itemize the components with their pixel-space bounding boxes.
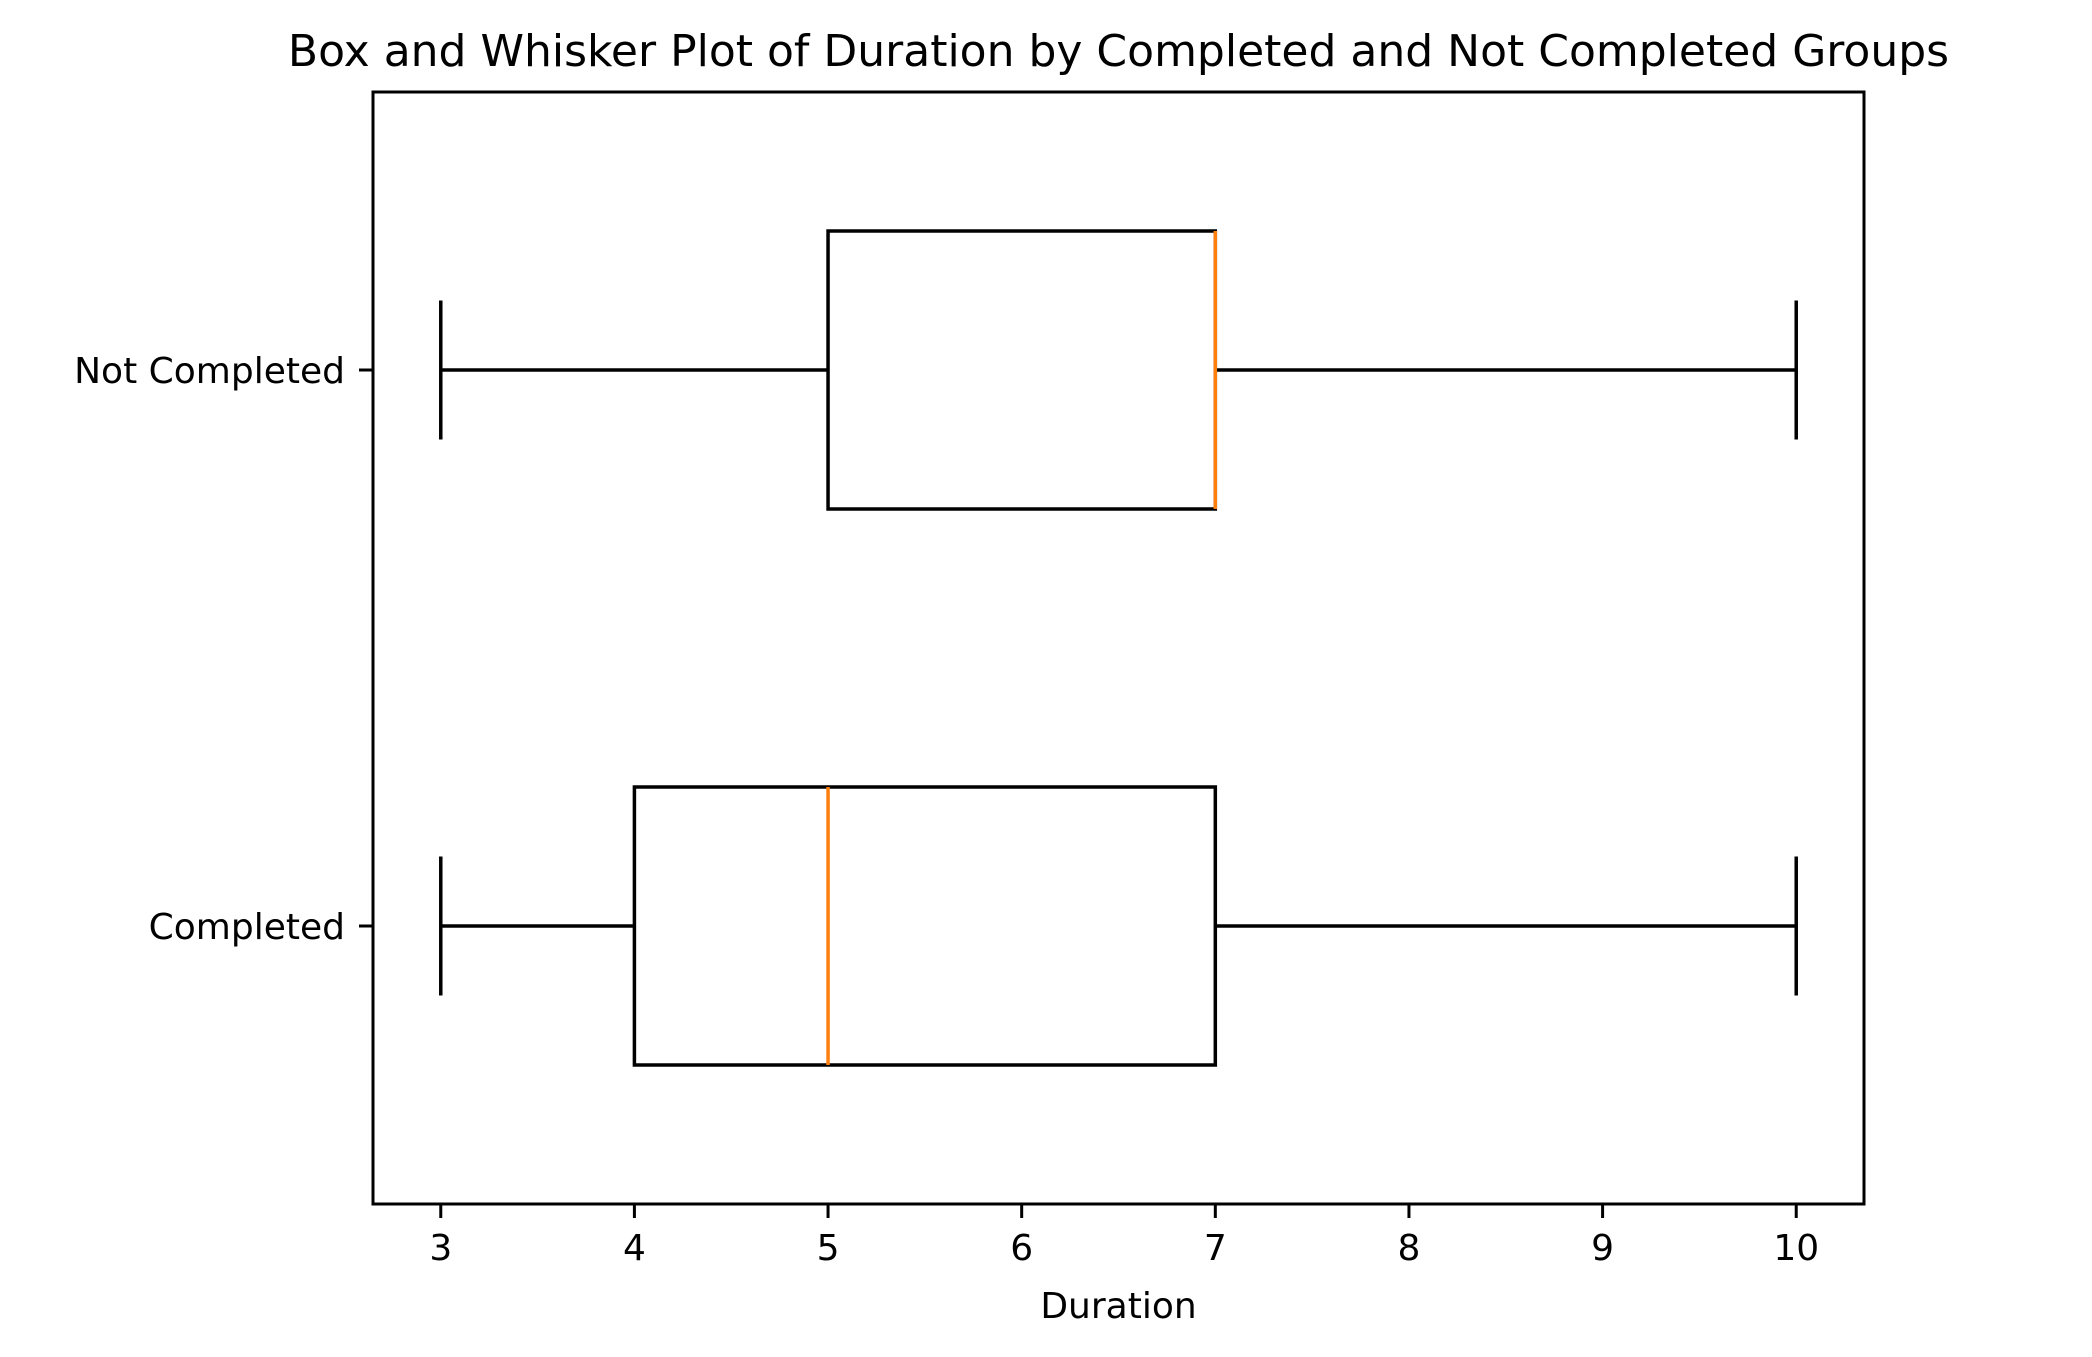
- x-axis-label: Duration: [1040, 1286, 1196, 1327]
- x-axis: 3 4 5 6 7 8 9 10: [429, 1204, 1819, 1269]
- plot-area: [439, 229, 1798, 1067]
- iqr-box: [826, 229, 1218, 511]
- x-tick-label: 10: [1773, 1228, 1819, 1269]
- iqr-box: [632, 785, 1218, 1067]
- y-tick-label: Completed: [149, 907, 345, 948]
- box-group: [439, 229, 1798, 511]
- x-tick-label: 7: [1204, 1228, 1227, 1269]
- x-tick-label: 9: [1591, 1228, 1614, 1269]
- x-tick-label: 4: [623, 1228, 646, 1269]
- y-axis: Completed Not Completed: [74, 351, 373, 948]
- chart-title: Box and Whisker Plot of Duration by Comp…: [288, 26, 1949, 77]
- x-tick-label: 3: [429, 1228, 452, 1269]
- box-group: [439, 785, 1798, 1067]
- x-tick-label: 6: [1010, 1228, 1033, 1269]
- x-tick-label: 8: [1398, 1228, 1421, 1269]
- axis-frame: [371, 90, 1866, 1206]
- y-tick-label: Not Completed: [74, 351, 345, 392]
- x-tick-label: 5: [817, 1228, 840, 1269]
